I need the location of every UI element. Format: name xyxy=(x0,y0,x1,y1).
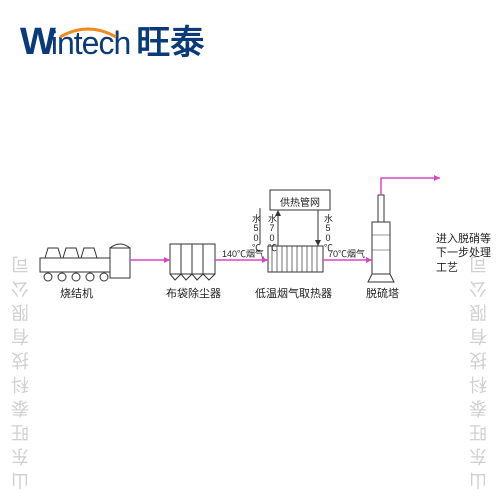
label-water50-right: 水50℃ xyxy=(322,214,335,252)
label-tower: 脱硫塔 xyxy=(366,285,399,301)
label-output-line3: 工艺 xyxy=(436,261,491,275)
sintering-machine-icon xyxy=(40,244,130,281)
desulfurization-tower-icon xyxy=(368,195,394,282)
label-heatnet: 供热管网 xyxy=(280,194,320,209)
label-output-line1: 进入脱硝等 xyxy=(436,232,491,246)
label-output-line2: 下一步处理 xyxy=(436,246,491,260)
label-heater: 低温烟气取热器 xyxy=(255,285,332,301)
label-output: 进入脱硝等 下一步处理 工艺 xyxy=(436,232,491,275)
label-water50-left: 水50℃ xyxy=(250,214,263,252)
bag-filter-icon xyxy=(170,244,215,280)
flow-lines xyxy=(130,175,440,263)
label-bagfilter: 布袋除尘器 xyxy=(166,285,221,301)
label-sinter: 烧结机 xyxy=(60,285,93,301)
label-water70: 水70℃ xyxy=(266,214,279,252)
